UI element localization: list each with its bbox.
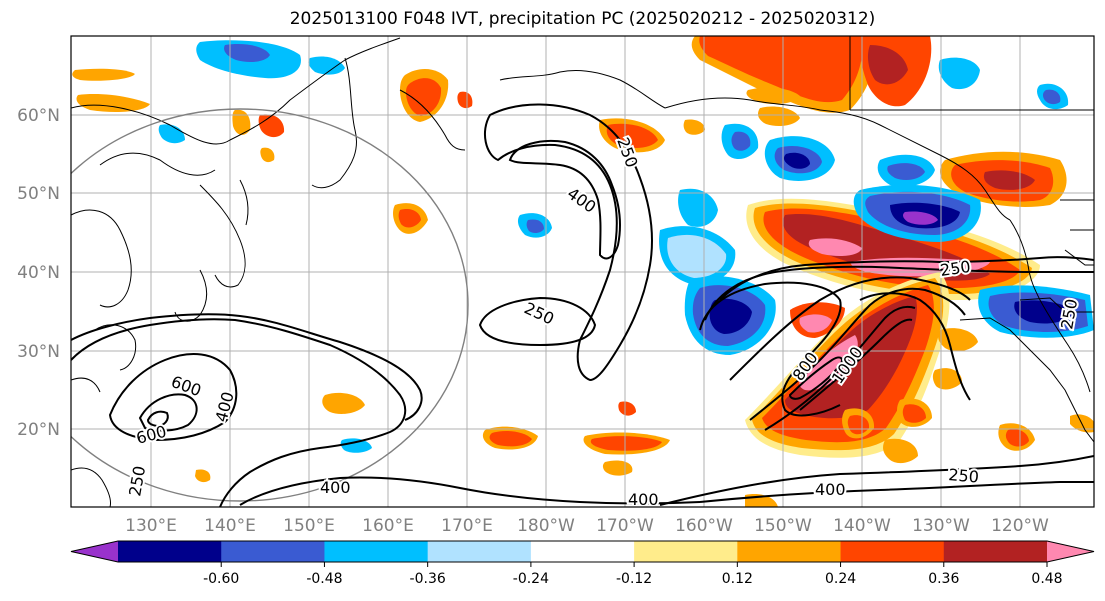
- colorbar-segment: [943, 541, 1048, 562]
- lat-label: 50°N: [17, 184, 60, 204]
- colorbar-segment: [324, 541, 429, 562]
- colorbar-segment: [530, 541, 635, 562]
- colorbar-segment: [221, 541, 325, 562]
- colorbar-segment: [634, 541, 738, 562]
- gridlines: [71, 36, 1094, 507]
- lat-label: 40°N: [17, 263, 60, 283]
- colorbar-segment: [427, 541, 532, 562]
- contour-label: 250: [948, 465, 980, 487]
- colorbar-tick-label: -0.36: [410, 571, 446, 587]
- lon-label: 160°W: [675, 516, 733, 536]
- colorbar-tick-label: 0.48: [1031, 571, 1062, 587]
- lat-label: 60°N: [17, 106, 60, 126]
- lon-label: 120°W: [991, 516, 1049, 536]
- lon-label: 150°E: [283, 516, 335, 536]
- lon-label: 170°E: [441, 516, 493, 536]
- map-title: 2025013100 F048 IVT, precipitation PC (2…: [289, 9, 876, 29]
- lon-label: 140°W: [833, 516, 891, 536]
- lon-label: 170°W: [596, 516, 654, 536]
- colorbar-tick-label: -0.60: [203, 571, 239, 587]
- colorbar-outline: [70, 540, 1095, 563]
- ivt-contours: [71, 103, 1094, 507]
- colorbar-tick-label: 0.12: [722, 571, 753, 587]
- colorbar: -0.60 -0.48 -0.36 -0.24 -0.12 0.12 0.24 0.36 0.4…: [70, 540, 1095, 587]
- colorbar-tick-label: -0.48: [306, 571, 342, 587]
- lon-label: 130°E: [125, 516, 177, 536]
- colorbar-segment: [840, 541, 945, 562]
- lon-label: 130°W: [912, 516, 970, 536]
- colorbar-tick-label: 0.24: [825, 571, 856, 587]
- contour-label: 400: [628, 490, 659, 509]
- colorbar-tick-label: -0.24: [513, 571, 549, 587]
- colorbar-tick-label: 0.36: [928, 571, 959, 587]
- lon-label: 160°E: [362, 516, 414, 536]
- lon-label: 140°E: [204, 516, 256, 536]
- lat-labels: 60°N 50°N 40°N 30°N 20°N: [17, 106, 60, 440]
- lat-label: 30°N: [17, 342, 60, 362]
- colorbar-segment: [118, 541, 222, 562]
- colorbar-segment: [737, 541, 842, 562]
- colorbar-tick-label: -0.12: [616, 571, 652, 587]
- contour-label: 400: [320, 478, 351, 497]
- lon-label: 180°W: [517, 516, 575, 536]
- map-frame: [70, 35, 1095, 508]
- colorbar-extend-high: [1047, 541, 1094, 562]
- lat-label: 20°N: [17, 420, 60, 440]
- contour-label: 400: [815, 480, 846, 499]
- great-circle: [71, 108, 469, 502]
- lon-labels: 130°E 140°E 150°E 160°E 170°E 180°W 170°…: [125, 516, 1049, 536]
- colorbar-extend-low: [71, 541, 118, 562]
- lon-label: 150°W: [754, 516, 812, 536]
